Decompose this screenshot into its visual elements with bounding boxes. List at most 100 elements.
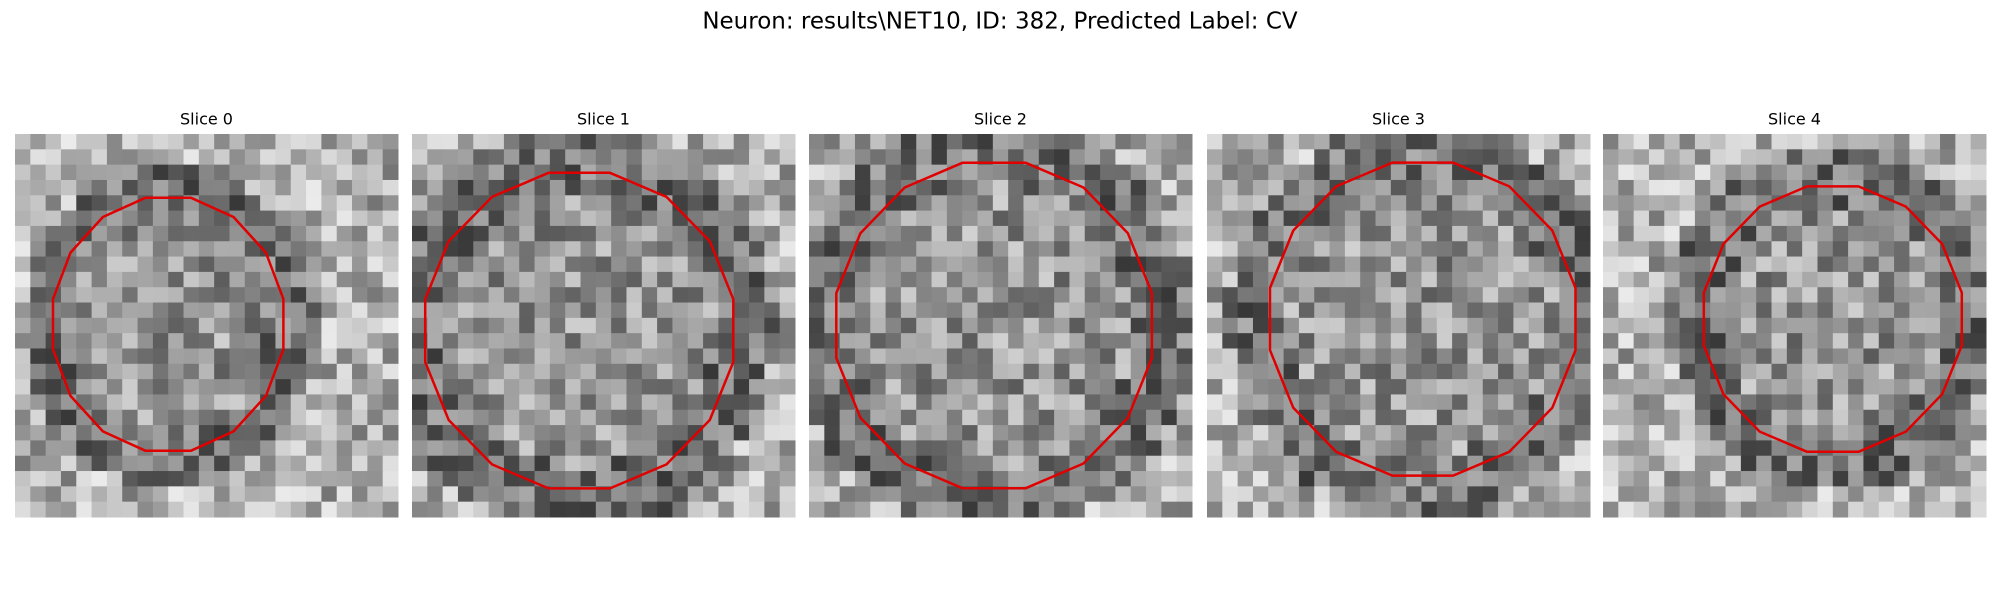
- pixel: [1115, 440, 1132, 457]
- pixel: [1252, 348, 1269, 365]
- pixel: [1115, 471, 1132, 487]
- pixel: [275, 455, 292, 472]
- pixel: [703, 164, 719, 181]
- pixel: [1176, 302, 1193, 319]
- pixel: [1513, 455, 1530, 472]
- pixel: [1648, 164, 1665, 181]
- pixel: [839, 348, 856, 365]
- pixel: [306, 333, 322, 349]
- pixel: [549, 317, 566, 334]
- pixel: [626, 287, 643, 304]
- pixel: [1648, 425, 1665, 441]
- pixel: [854, 363, 871, 380]
- pixel: [1544, 440, 1560, 457]
- pixel: [1237, 164, 1254, 181]
- pixel: [977, 287, 994, 304]
- pixel: [336, 501, 353, 518]
- pixel: [1222, 501, 1239, 518]
- pixel: [900, 317, 917, 334]
- pixel: [198, 271, 215, 288]
- pixel: [1375, 348, 1392, 365]
- pixel: [1421, 164, 1438, 181]
- pixel: [1360, 471, 1377, 487]
- pixel: [260, 225, 276, 242]
- pixel: [1360, 425, 1377, 441]
- pixel: [962, 134, 979, 150]
- pixel: [687, 302, 704, 319]
- pixel: [214, 348, 230, 365]
- pixel: [1023, 363, 1040, 380]
- pixel: [534, 225, 551, 242]
- pixel: [1176, 455, 1193, 472]
- pixel: [1513, 302, 1530, 319]
- pixel: [442, 425, 459, 441]
- pixel: [1544, 379, 1560, 395]
- pixel: [1222, 149, 1239, 166]
- pixel: [1406, 379, 1422, 395]
- pixel: [1559, 195, 1576, 212]
- pixel: [1544, 287, 1560, 304]
- pixel: [1252, 179, 1269, 196]
- pixel: [900, 348, 917, 365]
- pixel: [1452, 134, 1468, 150]
- pixel: [1878, 455, 1895, 472]
- pixel: [1406, 455, 1422, 472]
- pixel: [749, 241, 765, 258]
- pixel: [488, 333, 505, 349]
- pixel: [1725, 501, 1742, 518]
- pixel: [91, 225, 108, 242]
- pixel: [1146, 471, 1162, 487]
- pixel: [152, 333, 169, 349]
- pixel: [1664, 195, 1681, 212]
- pixel: [1679, 333, 1696, 349]
- pixel: [198, 134, 215, 150]
- image-panel: [1603, 134, 1987, 518]
- pixel: [824, 409, 841, 426]
- pixel: [1802, 394, 1818, 411]
- pixel: [1268, 333, 1285, 349]
- pixel: [76, 471, 93, 487]
- pixel: [1207, 195, 1223, 212]
- pixel: [565, 287, 582, 304]
- pixel: [1832, 179, 1849, 196]
- pixel: [1832, 164, 1849, 181]
- pixel: [1252, 486, 1269, 503]
- pixel: [1740, 164, 1757, 181]
- pixel: [106, 225, 123, 242]
- pixel: [1648, 379, 1665, 395]
- pixel: [412, 287, 428, 304]
- pixel: [137, 210, 154, 227]
- pixel: [1909, 149, 1926, 166]
- pixel: [457, 210, 474, 227]
- pixel: [916, 363, 933, 380]
- pixel: [1909, 455, 1926, 472]
- pixel: [1909, 134, 1926, 150]
- pixel: [1513, 271, 1530, 288]
- pixel: [931, 425, 948, 441]
- pixel: [1482, 287, 1499, 304]
- pixel: [1664, 210, 1681, 227]
- pixel: [931, 179, 948, 196]
- pixel: [1664, 271, 1681, 288]
- pixel: [1664, 363, 1681, 380]
- pixel: [306, 455, 322, 472]
- pixel: [488, 302, 505, 319]
- pixel: [45, 149, 62, 166]
- pixel: [1252, 164, 1269, 181]
- pixel: [473, 440, 490, 457]
- pixel: [1252, 363, 1269, 380]
- pixel: [1421, 394, 1438, 411]
- pixel: [1161, 501, 1178, 518]
- pixel: [1909, 317, 1926, 334]
- pixel: [1436, 317, 1453, 334]
- pixel: [519, 302, 536, 319]
- pixel: [916, 241, 933, 258]
- pixel: [1038, 440, 1055, 457]
- pixel: [1740, 225, 1757, 242]
- pixel: [992, 363, 1009, 380]
- pixel: [1740, 455, 1757, 472]
- pixel: [992, 455, 1009, 472]
- pixel: [275, 409, 292, 426]
- pixel: [1802, 317, 1818, 334]
- pixel: [1344, 256, 1361, 273]
